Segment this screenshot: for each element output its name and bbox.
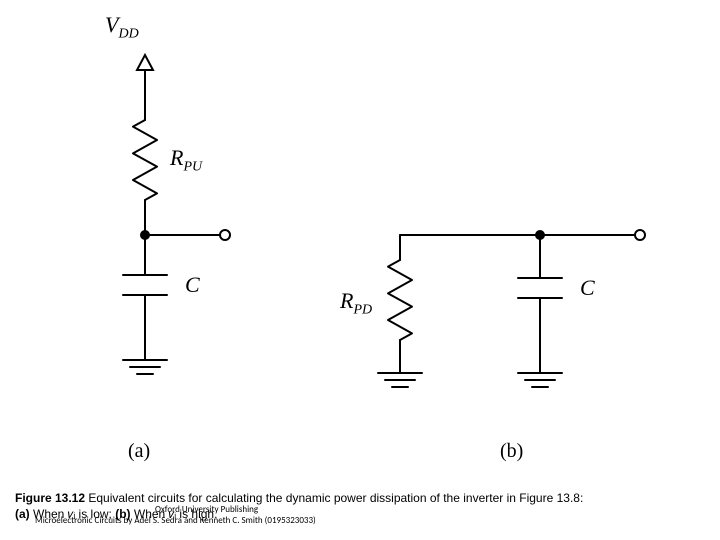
figure-stage: VDD RPU C RPD C (a) (b) Figure 13.12 Equ…	[0, 0, 720, 540]
label-c-a: C	[185, 272, 200, 298]
label-c-b: C	[580, 275, 595, 301]
credit-line-1: Oxford University Publishing	[155, 505, 258, 515]
caption-a: (a)	[15, 507, 30, 521]
sublabel-a: (a)	[128, 440, 150, 463]
sublabel-b: (b)	[500, 440, 523, 463]
credit-line-2: Microelectronic Circuits by Adel S. Sedr…	[35, 516, 316, 526]
label-rpu: RPU	[170, 145, 202, 175]
caption-part1: Equivalent circuits for calculating the …	[85, 491, 583, 505]
figure-number: Figure 13.12	[15, 491, 85, 505]
label-rpd: RPD	[340, 288, 372, 318]
label-vdd: VDD	[105, 12, 139, 42]
circuit-svg	[0, 0, 720, 540]
